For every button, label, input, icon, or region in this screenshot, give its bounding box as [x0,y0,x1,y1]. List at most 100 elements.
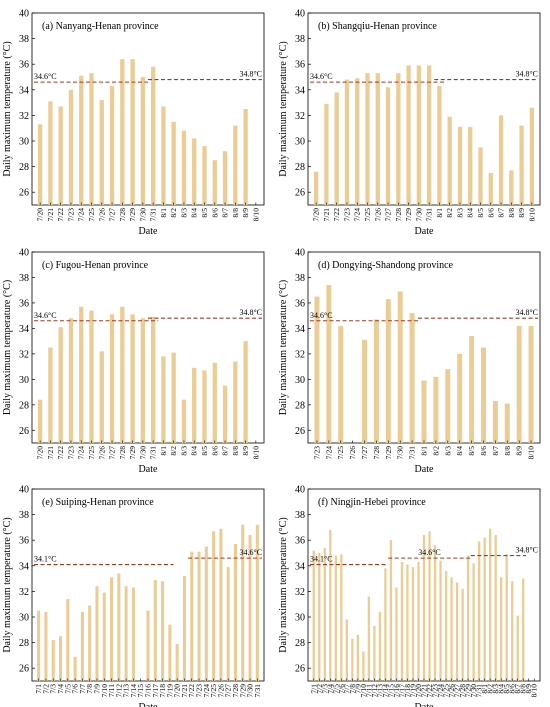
bar-7/2 [318,553,321,681]
x-tick-label: 7/12 [114,684,123,698]
bar-8/4 [192,138,197,205]
x-tick-label: 8/9 [515,446,524,456]
reference-line-label: 34.6°C [418,548,441,557]
bar-7/22 [334,92,339,205]
y-tick-label: 30 [19,137,29,148]
bar-7/24 [439,560,442,681]
bar-7/20 [37,399,43,443]
bar-7/21 [182,576,186,681]
bar-7/18 [161,581,165,681]
panel-title: (c) Fugou-Henan province [42,260,149,271]
x-tick-label: 7/12 [370,684,379,698]
bar-8/1 [483,537,486,681]
x-tick-label: 8/5 [502,684,511,694]
bar-8/9 [243,341,248,443]
y-tick-label: 36 [295,536,305,547]
bar-7/25 [212,531,216,681]
bar-7/2 [44,611,48,681]
x-tick-label: 7/25 [336,446,345,460]
x-tick-label: 7/24 [77,208,86,222]
plot-frame [31,12,265,206]
bar-7/30 [140,318,146,443]
bar-8/7 [492,400,498,443]
x-tick-label: 8/10 [251,446,260,460]
y-tick-label: 28 [295,400,305,411]
x-tick-label: 7/7 [342,684,351,694]
x-tick-label: 8/8 [507,208,516,218]
reference-line-label: 34.8°C [239,308,262,317]
y-tick-label: 28 [19,162,29,173]
panel-a: 34.6°C 34.8°C 26 28 30 32 34 36 38 40 7/20 7/21 7/22… [2,9,265,237]
y-axis-label: Daily maximum temperature (°C) [278,280,289,415]
x-tick-label: 7/16 [144,684,153,698]
bar-7/16 [146,610,150,681]
bar-7/19 [411,567,415,681]
bar-8/3 [494,535,497,681]
bar-7/30 [472,563,475,681]
y-tick-label: 26 [19,426,29,437]
x-tick-label: 7/26 [348,446,357,460]
x-tick-label: 8/8 [231,208,240,218]
bar-8/2 [433,376,439,443]
x-tick-label: 8/4 [497,684,506,694]
bar-7/10 [362,651,365,681]
y-tick-label: 30 [295,375,305,386]
bar-7/24 [326,285,332,443]
y-axis-label: Daily maximum temperature (°C) [278,517,289,652]
x-tick-label: 7/20 [36,446,45,460]
x-tick-label: 7/17 [397,684,406,698]
reference-line-label: 34.6°C [239,548,262,557]
bar-7/3 [323,547,326,681]
bar-8/5 [202,370,207,443]
x-tick-label: 7/29 [128,208,137,222]
x-tick-label: 7/9 [353,684,362,694]
bar-7/30 [140,77,146,205]
bar-7/21 [48,347,53,443]
x-tick-label: 7/31 [149,446,158,460]
x-tick-label: 8/7 [221,208,230,218]
bar-8/8 [509,170,514,205]
bar-8/9 [243,109,248,205]
x-tick-label: 7/23 [195,684,204,698]
x-tick-label: 8/6 [210,208,219,218]
bar-7/20 [37,124,43,205]
x-tick-label: 8/9 [241,446,250,456]
x-tick-label: 7/15 [386,684,395,698]
x-tick-label: 7/23 [431,684,440,698]
x-tick-label: 7/27 [108,446,117,460]
bar-8/10 [529,107,535,205]
bar-8/7 [222,151,228,205]
bar-8/6 [488,173,493,205]
y-tick-label: 28 [19,638,29,649]
y-tick-label: 36 [295,298,305,309]
panel-f: 34.1°C34.6°C 34.8°C26283032343638407/17/2… [278,485,541,707]
bar-7/23 [68,89,74,205]
y-tick-label: 38 [19,510,29,521]
x-axis-label: Date [415,464,434,475]
y-tick-label: 38 [295,510,305,521]
y-tick-label: 38 [19,273,29,284]
x-tick-label: 7/24 [324,446,333,460]
y-tick-label: 38 [295,34,305,45]
y-tick-label: 38 [295,273,305,284]
x-tick-label: 7/8 [348,684,357,694]
bar-7/22 [428,531,431,681]
bar-7/3 [51,640,55,681]
y-tick-label: 32 [295,587,305,598]
y-tick-label: 26 [295,426,305,437]
x-tick-label: 7/28 [118,446,127,460]
bar-7/12 [117,573,121,681]
x-tick-label: 7/20 [414,684,423,698]
bar-7/4 [58,636,63,681]
bar-8/1 [437,85,442,205]
bar-8/3 [445,369,451,443]
bar-8/5 [478,147,483,205]
bar-7/11 [110,577,114,681]
bar-8/3 [457,126,463,205]
x-tick-label: 7/29 [238,684,247,698]
x-tick-label: 7/16 [392,684,401,698]
y-tick-label: 34 [19,85,29,96]
y-axis-label: Daily maximum temperature (°C) [278,41,289,176]
x-tick-label: 7/4 [56,684,65,694]
reference-line-label: 34.8°C [515,308,538,317]
